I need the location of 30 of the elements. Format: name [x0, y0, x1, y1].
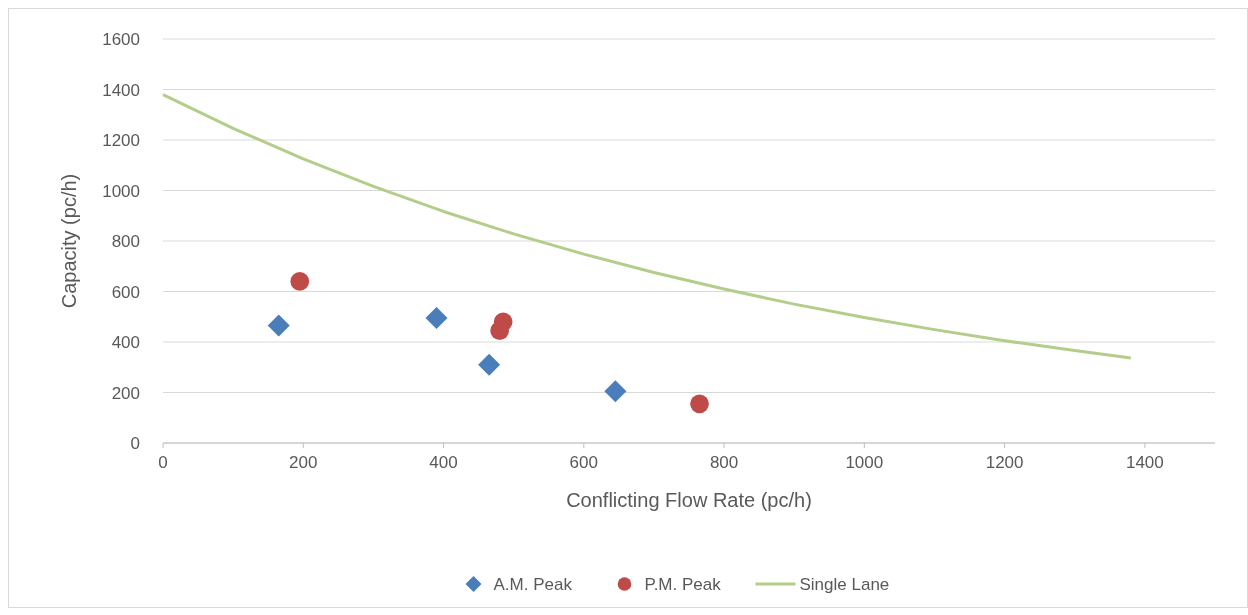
x-tick-label: 1000: [845, 453, 884, 472]
y-tick-label: 1600: [102, 30, 140, 49]
point: [425, 307, 448, 330]
x-tick-label: 600: [569, 453, 598, 472]
x-tick-label: 200: [289, 453, 318, 472]
y-tick-label: 0: [130, 434, 140, 453]
point: [690, 394, 709, 414]
point: [478, 353, 501, 376]
y-tick-label: 800: [111, 232, 140, 251]
x-tick-label: 400: [429, 453, 458, 472]
legend-label: P.M. Peak: [644, 575, 722, 594]
y-tick-label: 600: [111, 282, 140, 302]
x-tick-label: 1400: [1125, 453, 1164, 472]
y-tick-label: 1400: [102, 80, 140, 100]
point: [267, 314, 290, 337]
y-axis-title: Capacity (pc/h): [58, 173, 80, 309]
y-tick-label: 1000: [102, 181, 140, 201]
y-tick-label: 400: [111, 333, 140, 352]
legend-label: Single Lane: [799, 575, 890, 594]
point: [290, 272, 310, 291]
y-tick-label: 200: [111, 383, 140, 403]
x-tick-label: 800: [709, 453, 739, 472]
x-axis-title: Conflicting Flow Rate (pc/h): [566, 489, 812, 511]
x-tick-label: 0: [158, 453, 168, 472]
line-series: [161, 93, 1133, 360]
point: [493, 312, 513, 332]
y-tick-label: 1200: [102, 131, 140, 150]
point: [604, 380, 627, 403]
x-tick-label: 1200: [985, 453, 1024, 472]
legend-label: A.M. Peak: [493, 575, 573, 594]
